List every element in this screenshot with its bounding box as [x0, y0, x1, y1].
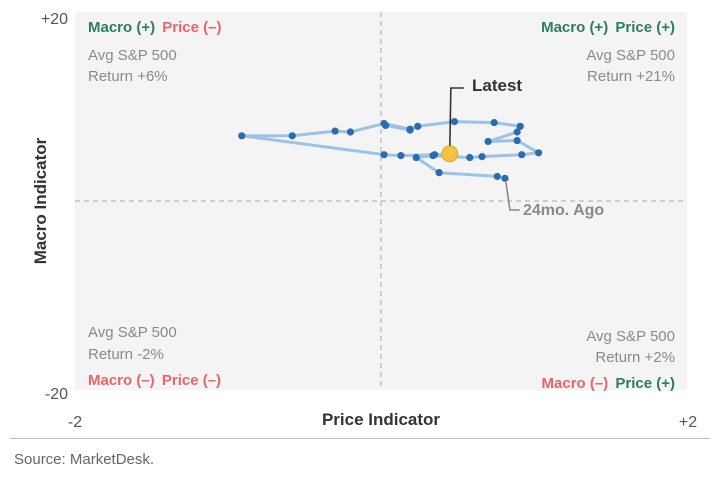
- latest-label: Latest: [472, 76, 522, 95]
- data-point: [430, 151, 439, 159]
- quadrant-top-left-title: Macro (+) Price (–): [88, 19, 221, 36]
- quadrant-bottom-left-title: Macro (–) Price (–): [88, 372, 221, 389]
- data-point: [534, 149, 543, 157]
- source-note: Source: MarketDesk.: [14, 451, 155, 468]
- quadrant-bottom-right-return: Return +2%: [595, 349, 675, 366]
- data-point: [380, 119, 388, 128]
- quadrant-top-left-return: Return +6%: [88, 68, 168, 85]
- quadrant-top-left-avg: Avg S&P 500: [88, 47, 177, 64]
- data-point: [501, 174, 509, 182]
- data-point: [518, 151, 526, 159]
- footer-rule: [10, 438, 710, 439]
- quadrant-top-right-title: Macro (+) Price (+): [541, 19, 675, 36]
- y-axis-title: Macro Indicator: [31, 137, 50, 264]
- data-point: [493, 172, 501, 181]
- data-point: [397, 152, 405, 160]
- data-point: [288, 132, 296, 140]
- data-point: [466, 153, 474, 162]
- data-point: [331, 127, 339, 135]
- data-point: [513, 136, 521, 145]
- data-point: [380, 151, 388, 159]
- chart: +20 -20 -2 +2 Price Indicator Macro Indi…: [31, 11, 697, 431]
- x-axis-title: Price Indicator: [322, 410, 440, 429]
- data-point: [412, 153, 420, 162]
- data-point: [478, 152, 486, 161]
- latest-point: [441, 145, 459, 163]
- data-point: [406, 125, 414, 133]
- ago-label: 24mo. Ago: [523, 202, 604, 219]
- data-point: [450, 118, 459, 126]
- x-tick-right: +2: [679, 414, 697, 431]
- quadrant-bottom-right-title: Macro (–) Price (+): [542, 375, 675, 392]
- series-layer: [238, 118, 543, 182]
- quadrant-bottom-right-avg: Avg S&P 500: [586, 328, 675, 345]
- data-point: [414, 122, 422, 130]
- data-point: [238, 132, 246, 140]
- x-tick-left: -2: [68, 414, 82, 431]
- data-point: [435, 169, 443, 177]
- data-point: [513, 128, 521, 136]
- ago-leader-line: [505, 182, 520, 211]
- data-point: [490, 118, 498, 127]
- quadrant-bottom-left-avg: Avg S&P 500: [88, 324, 177, 341]
- quadrant-top-right-return: Return +21%: [587, 68, 675, 85]
- y-tick-bottom: -20: [45, 386, 68, 403]
- y-tick-top: +20: [41, 11, 68, 28]
- data-point: [516, 122, 524, 130]
- data-point: [484, 137, 492, 146]
- quadrant-top-right-avg: Avg S&P 500: [586, 47, 675, 64]
- data-point: [346, 128, 354, 136]
- quadrant-bottom-left-return: Return -2%: [88, 346, 164, 363]
- latest-leader-line: [449, 87, 464, 146]
